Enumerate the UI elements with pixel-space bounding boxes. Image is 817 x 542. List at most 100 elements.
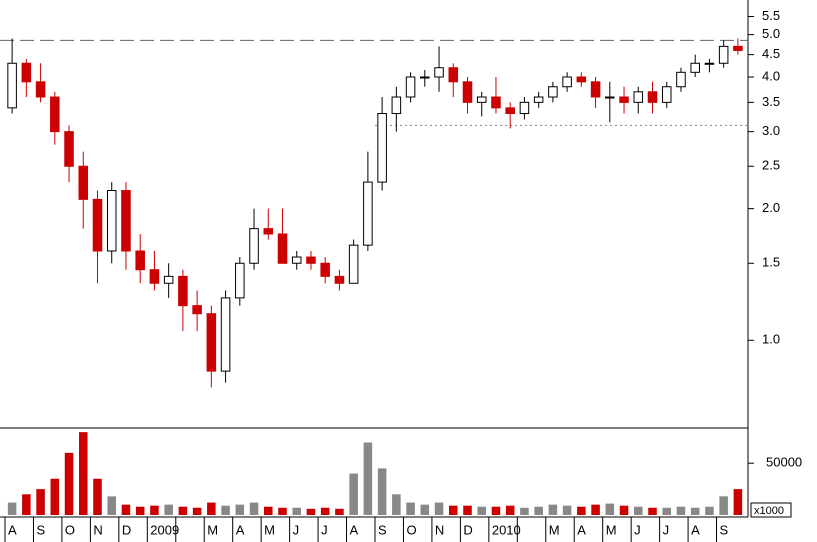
candle-body (661, 86, 672, 103)
x-tick-label: O (65, 522, 75, 537)
candle-body (363, 181, 373, 246)
x-tick-label: M (549, 522, 560, 537)
volume-bar (107, 496, 116, 515)
x-tick-label: S (378, 522, 387, 537)
candle-body (235, 262, 245, 299)
x-tick-label: J (663, 522, 670, 537)
volume-bar (320, 507, 330, 515)
candle-body (448, 67, 459, 83)
candle-body (391, 96, 402, 115)
candle-body (533, 96, 544, 103)
x-tick-label: J (293, 522, 300, 537)
candle-body (291, 256, 302, 264)
candle-body (733, 45, 743, 51)
candle-body (135, 250, 145, 271)
x-tick-label: A (691, 522, 700, 537)
volume-bar (377, 468, 387, 515)
x-tick-label: M (207, 522, 218, 537)
volume-bar (93, 478, 102, 515)
candle-body (690, 62, 700, 73)
candle-body (434, 67, 444, 78)
x-tick-label: D (463, 522, 472, 537)
x-tick-label: A (8, 522, 17, 537)
volume-bar (591, 504, 600, 515)
volume-bar (676, 506, 686, 515)
candle-body (420, 76, 430, 79)
candle-body (334, 275, 345, 284)
y-tick-label: 3.0 (762, 123, 780, 138)
x-tick-label: A (236, 522, 245, 537)
y-tick-label: 5.5 (762, 8, 780, 23)
volume-bar (36, 489, 45, 515)
candle-body (78, 165, 89, 200)
candle-body (405, 76, 416, 98)
volume-bar (392, 494, 401, 515)
y-tick-label: 3.5 (762, 94, 780, 109)
volume-bar (577, 506, 586, 515)
volume-bar (420, 504, 430, 515)
candle-body (619, 96, 629, 103)
candle-body (21, 62, 32, 83)
candle-body (163, 275, 174, 284)
volume-bar (50, 478, 60, 515)
volume-bar (306, 508, 316, 515)
candle-body (149, 269, 160, 284)
candle-body (35, 81, 46, 98)
candle-body (320, 262, 330, 277)
volume-bar (7, 502, 17, 515)
candle-body (178, 275, 188, 307)
candle-body (562, 76, 572, 88)
candle-body (704, 62, 715, 65)
volume-bar (534, 506, 543, 515)
volume-bar (249, 502, 259, 515)
x-tick-label: N (93, 522, 102, 537)
x-tick-label: S (720, 522, 729, 537)
volume-bar (520, 507, 529, 515)
y-tick-label: 2.0 (762, 200, 780, 215)
candle-body (462, 81, 473, 103)
volume-bar (705, 506, 714, 515)
candle-body (106, 190, 117, 252)
candle-body (263, 228, 274, 235)
x-tick-label: J (321, 522, 328, 537)
candle-body (548, 86, 558, 98)
y-tick-label: 2.5 (762, 158, 780, 173)
candle-body (377, 113, 387, 183)
x-tick-label: O (406, 522, 416, 537)
volume-bar (335, 508, 344, 515)
candle-body (249, 228, 259, 264)
candle-body (576, 76, 587, 83)
x-tick-label: S (36, 522, 45, 537)
y-tick-label: 1.0 (762, 332, 780, 347)
volume-bar (449, 505, 458, 515)
volume-bar (733, 489, 743, 515)
volume-bar (121, 504, 131, 515)
candle-body (7, 62, 17, 109)
candle-body (92, 198, 103, 252)
volume-bar (64, 452, 74, 515)
candle-body (605, 96, 615, 99)
candle-body (718, 45, 729, 64)
volume-bar (135, 506, 145, 515)
candle-body (633, 91, 644, 103)
volume-bar (662, 507, 671, 515)
volume-bar (278, 507, 287, 515)
volume-bar (434, 502, 444, 515)
unit-box (750, 502, 792, 518)
x-tick-label: D (122, 522, 131, 537)
volume-bar (235, 504, 245, 515)
candle-body (348, 244, 359, 284)
volume-bar (562, 505, 572, 515)
volume-bar (463, 505, 472, 515)
x-tick-label: A (350, 522, 359, 537)
volume-bar (505, 505, 515, 515)
y-tick-label: 4.5 (762, 46, 780, 61)
candle-body (50, 96, 60, 133)
x-tick-label: M (264, 522, 275, 537)
volume-bar (192, 507, 202, 515)
volume-bar (349, 473, 358, 515)
candle-body (476, 96, 487, 103)
volume-bar (363, 442, 373, 515)
